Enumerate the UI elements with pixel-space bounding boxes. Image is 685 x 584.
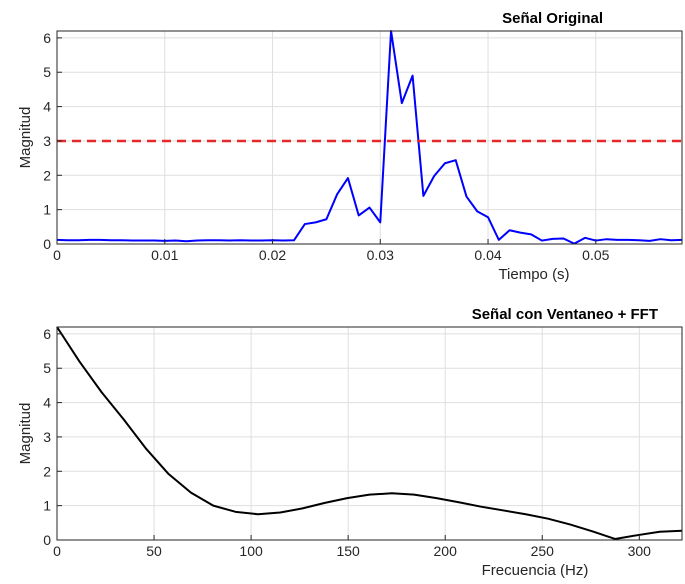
signal-y-tick-label: 1 (43, 202, 51, 218)
fft-x-tick-label: 150 (336, 543, 360, 559)
fft-y-axis-label: Magnitud (17, 403, 34, 465)
fft-y-tick-label: 4 (43, 395, 51, 411)
signal-x-tick-label: 0.03 (367, 247, 394, 263)
fft-chart: 0 50 100 150 200 250 300 0 1 2 3 4 5 6 Señal con Venta… (17, 306, 683, 579)
signal-y-axis-label: Magnitud (17, 107, 34, 169)
fft-y-tick-label: 1 (43, 498, 51, 514)
signal-chart: 0 0.01 0.02 0.03 0.04 0.05 0 1 2 3 4 5 6 Señal Origin… (17, 10, 683, 283)
fft-x-tick-label: 50 (146, 543, 162, 559)
signal-x-tick-label: 0 (53, 247, 61, 263)
fft-plot-area (57, 327, 682, 540)
signal-y-tick-label: 4 (43, 99, 51, 115)
signal-plot-area (57, 31, 682, 244)
fft-axes-frame (56, 326, 683, 541)
signal-x-tick-label: 0.01 (151, 247, 178, 263)
signal-y-tick-label: 0 (43, 236, 51, 252)
fft-x-tick-label: 300 (628, 543, 652, 559)
fft-y-tick-label: 5 (43, 360, 51, 376)
fft-y-tick-label: 2 (43, 463, 51, 479)
signal-y-tick-label: 2 (43, 167, 51, 183)
fft-y-tick-label: 0 (43, 532, 51, 548)
fft-x-axis-label: Frecuencia (Hz) (482, 562, 589, 579)
signal-y-tick-label: 6 (43, 30, 51, 46)
fft-x-tick-label: 0 (53, 543, 61, 559)
fft-chart-title: Señal con Ventaneo + FFT (472, 306, 658, 323)
signal-y-tick-label: 5 (43, 64, 51, 80)
fft-x-tick-label: 250 (531, 543, 555, 559)
signal-x-tick-label: 0.04 (474, 247, 501, 263)
signal-x-axis-label: Tiempo (s) (498, 266, 569, 283)
signal-chart-title: Señal Original (502, 10, 603, 27)
signal-axes-frame (56, 30, 683, 245)
signal-series-line (56, 30, 683, 245)
fft-x-tick-label: 100 (239, 543, 263, 559)
fft-y-tick-label: 3 (43, 429, 51, 445)
signal-x-tick-label: 0.02 (259, 247, 286, 263)
fft-series-line (56, 326, 683, 540)
signal-x-tick-label: 0.05 (582, 247, 609, 263)
fft-x-tick-label: 200 (434, 543, 458, 559)
signal-y-tick-label: 3 (43, 133, 51, 149)
fft-y-tick-label: 6 (43, 326, 51, 342)
